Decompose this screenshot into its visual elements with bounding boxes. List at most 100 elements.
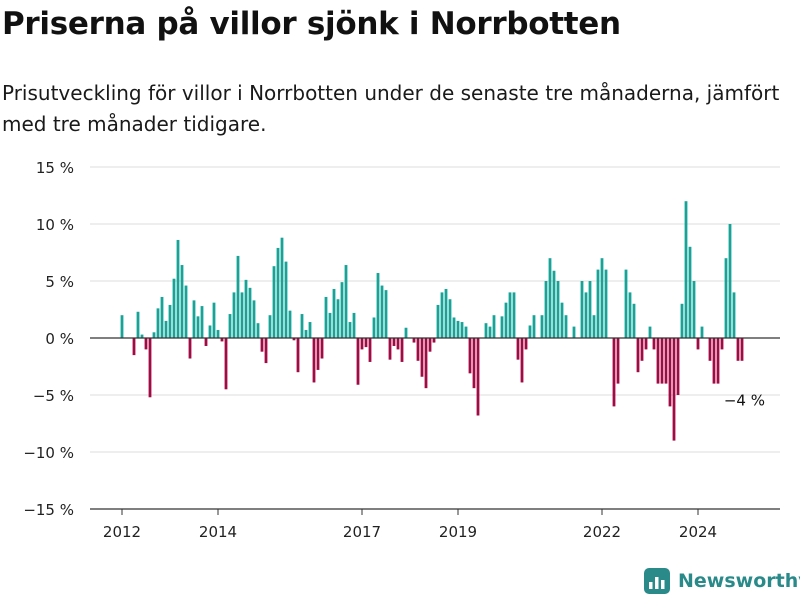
bar: [236, 255, 240, 338]
bar: [204, 338, 208, 346]
y-tick-label: −15 %: [23, 501, 74, 519]
bar: [316, 338, 320, 370]
chart-subtitle: Prisutveckling för villor i Norrbotten u…: [2, 81, 780, 136]
bar: [352, 312, 356, 338]
bar: [552, 270, 556, 338]
brand-logo: Newsworthy: [644, 568, 800, 594]
bar: [200, 306, 204, 338]
bar: [400, 338, 404, 362]
bar: [460, 322, 464, 338]
bar: [208, 325, 212, 338]
bar: [416, 338, 420, 361]
bar: [412, 338, 416, 343]
bar: [700, 326, 704, 338]
bar: [392, 338, 396, 346]
bar: [660, 338, 664, 384]
bar: [712, 338, 716, 384]
bar: [724, 258, 728, 338]
bar: [572, 326, 576, 338]
bar: [324, 296, 328, 338]
bar: [648, 326, 652, 338]
bar: [268, 315, 272, 338]
bar: [696, 338, 700, 350]
bar: [616, 338, 620, 384]
last-value-label: −4 %: [724, 392, 765, 410]
bar: [248, 287, 252, 338]
bar: [340, 282, 344, 338]
bar: [540, 315, 544, 338]
bar: [260, 338, 264, 352]
bar: [180, 265, 184, 338]
bar: [312, 338, 316, 383]
bar: [328, 312, 332, 338]
bar: [380, 285, 384, 338]
bar: [596, 269, 600, 338]
bar: [736, 338, 740, 361]
bar: [348, 322, 352, 338]
bar: [332, 288, 336, 338]
bar: [520, 338, 524, 383]
bar: [188, 338, 192, 359]
bar: [168, 304, 172, 338]
x-tick-label: 2022: [583, 523, 621, 541]
x-tick-label: 2024: [679, 523, 717, 541]
bar: [120, 315, 124, 338]
y-tick-label: −10 %: [23, 444, 74, 462]
bar: [512, 292, 516, 338]
bar: [672, 338, 676, 441]
bar: [448, 299, 452, 338]
bar: [500, 316, 504, 338]
bar: [468, 338, 472, 374]
bar: [184, 285, 188, 338]
bar: [624, 269, 628, 338]
bar: [344, 265, 348, 338]
x-tick-label: 2017: [343, 523, 381, 541]
y-tick-label: −5 %: [33, 387, 74, 405]
bar: [612, 338, 616, 407]
bar: [636, 338, 640, 373]
bar: [356, 338, 360, 385]
bar: [252, 300, 256, 338]
bar: [360, 338, 364, 350]
bar: [664, 338, 668, 384]
bar: [372, 317, 376, 338]
bar: [272, 266, 276, 338]
y-tick-label: 5 %: [45, 273, 74, 291]
bar: [212, 302, 216, 338]
bar: [684, 201, 688, 338]
bar: [336, 299, 340, 338]
bar: [136, 311, 140, 338]
bar: [240, 292, 244, 338]
bar: [528, 325, 532, 338]
bar: [592, 315, 596, 338]
bar: [144, 338, 148, 350]
bar: [228, 314, 232, 338]
newsworthy-logo-icon: [644, 568, 670, 594]
bar: [708, 338, 712, 361]
bar: [296, 338, 300, 373]
bar: [196, 316, 200, 338]
bar: [396, 338, 400, 350]
bar: [524, 338, 528, 350]
bar: [604, 269, 608, 338]
bar: [192, 300, 196, 338]
x-tick-label: 2019: [439, 523, 477, 541]
bar: [176, 239, 180, 338]
bar: [600, 258, 604, 338]
bar: [716, 338, 720, 384]
x-tick-label: 2014: [199, 523, 237, 541]
bar: [232, 292, 236, 338]
bar: [632, 303, 636, 338]
bar: [476, 338, 480, 416]
bar: [668, 338, 672, 407]
bar: [732, 292, 736, 338]
bar: [472, 338, 476, 389]
bar: [740, 338, 744, 361]
bar: [464, 326, 468, 338]
bar: [556, 281, 560, 338]
bar: [728, 224, 732, 338]
bar: [560, 302, 564, 338]
bar: [584, 292, 588, 338]
bar: [508, 292, 512, 338]
